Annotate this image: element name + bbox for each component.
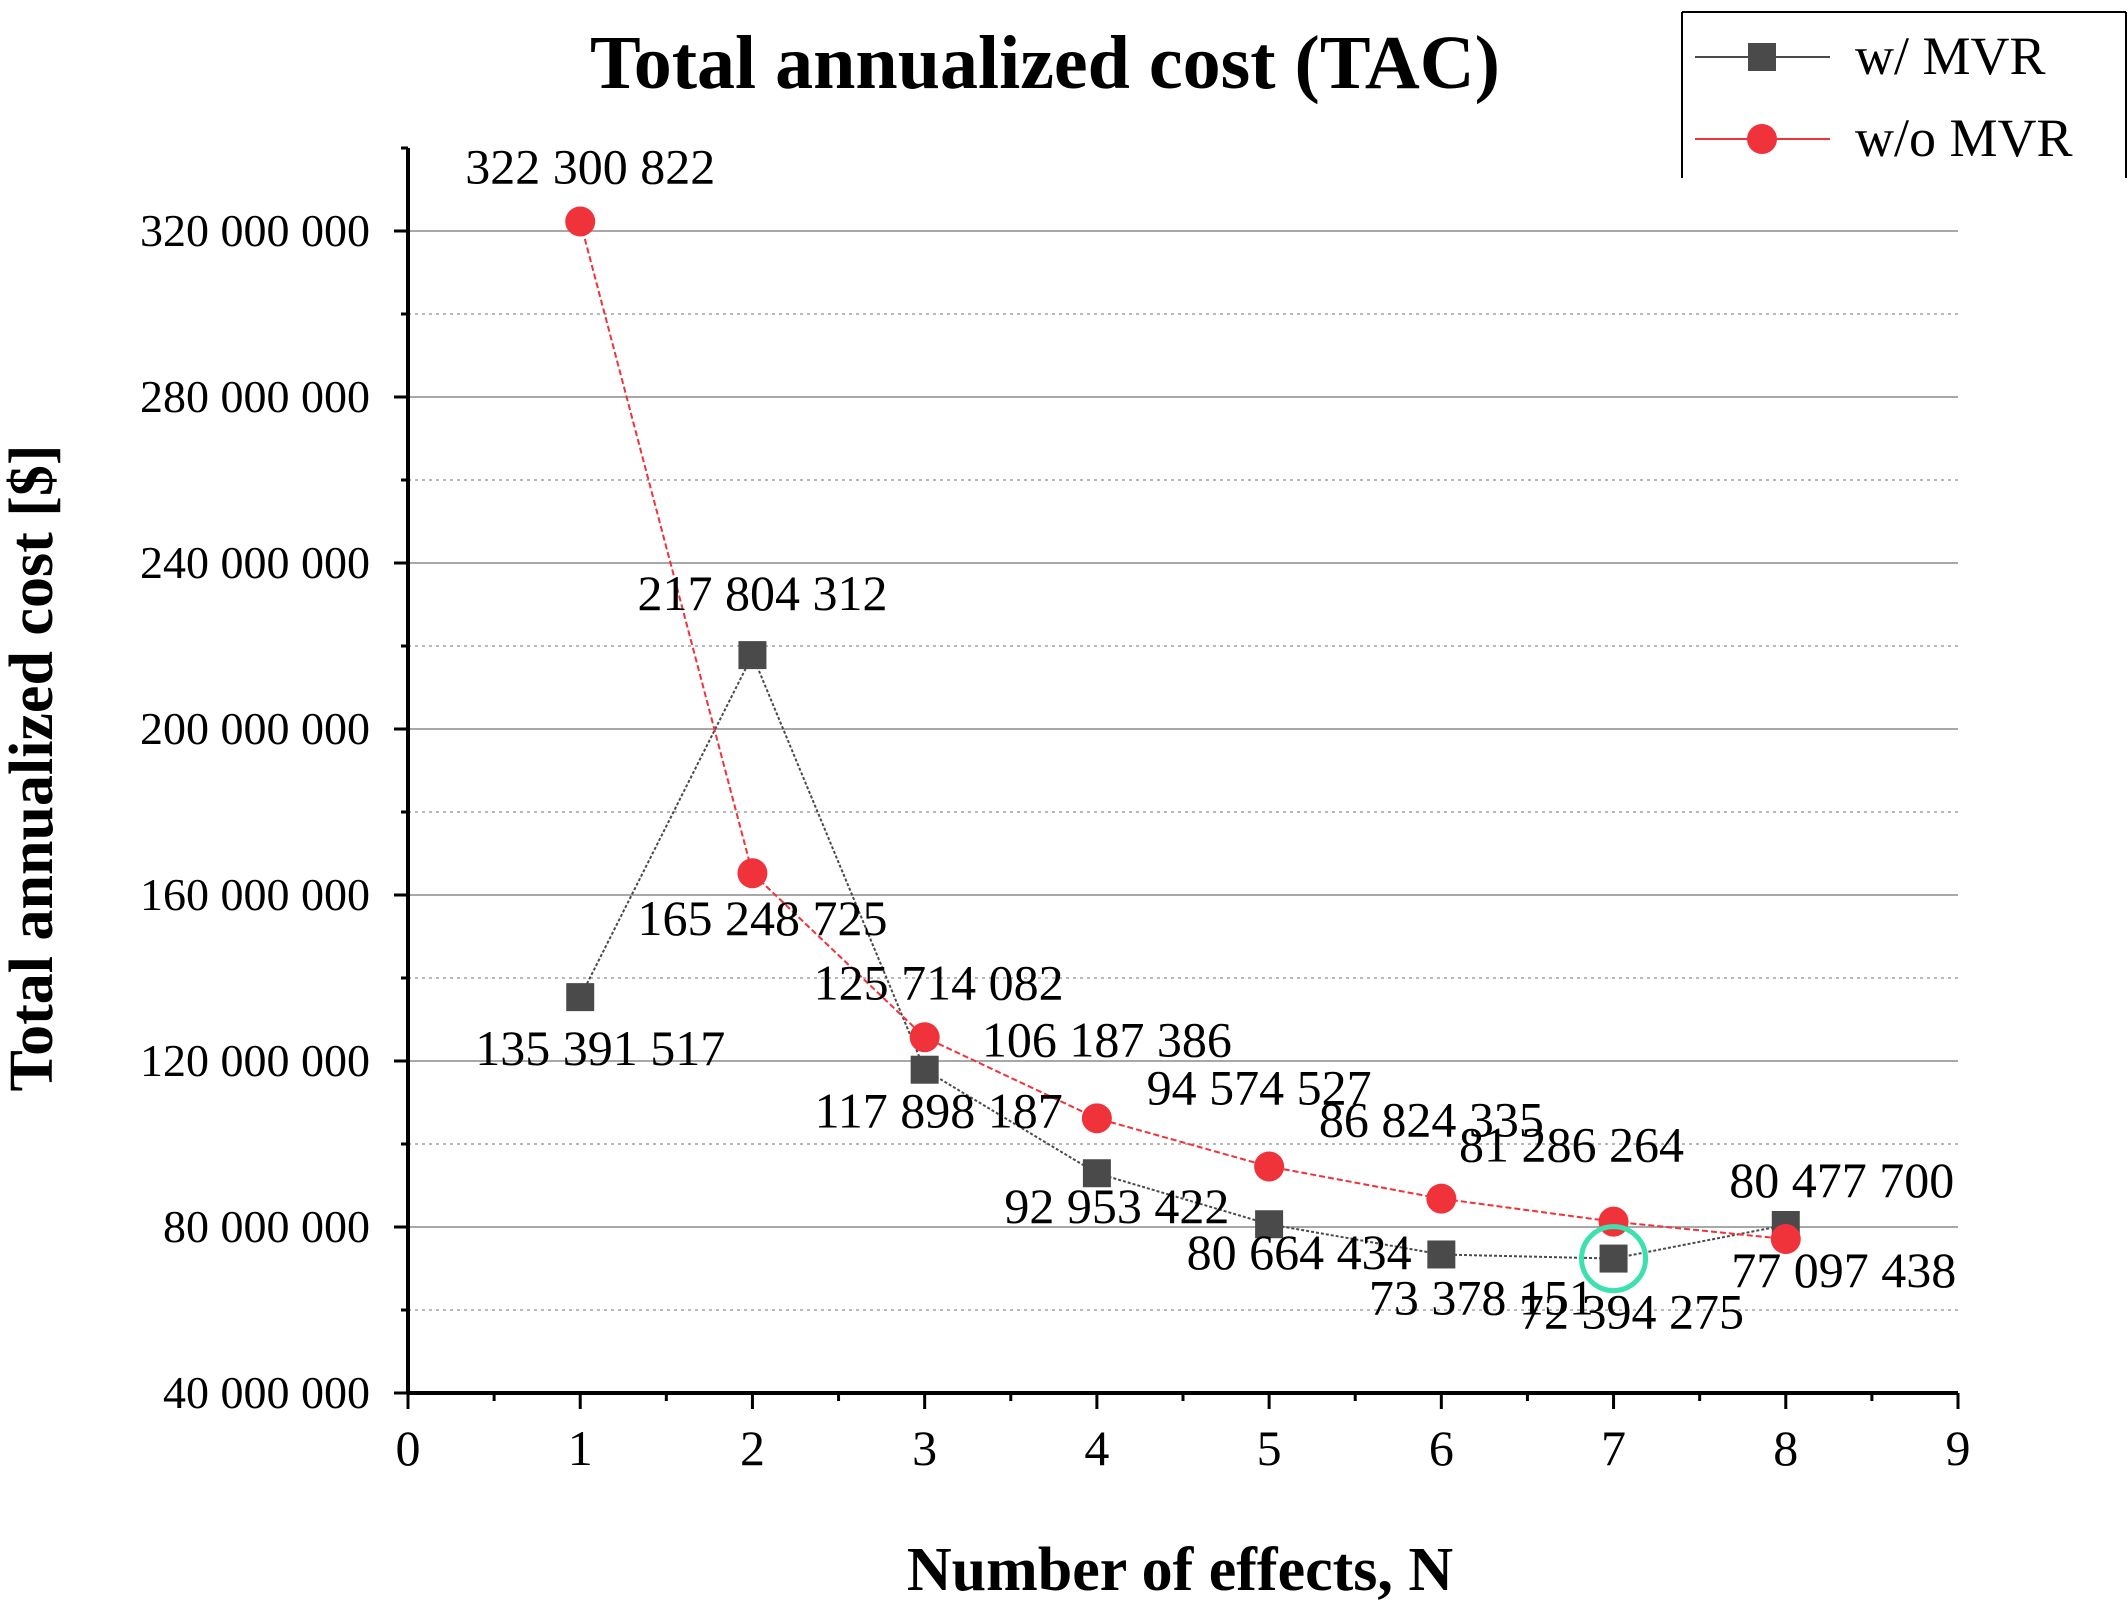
data-labels: 135 391 517 217 804 312 117 898 187 92 953 … bbox=[465, 138, 1956, 1339]
y-tick-label: 200 000 000 bbox=[140, 703, 370, 754]
data-label: 94 574 527 bbox=[1147, 1060, 1372, 1116]
x-axis-label: Number of effects, N bbox=[907, 1536, 1453, 1604]
series-layer bbox=[565, 206, 1801, 1294]
data-label: 72 394 275 bbox=[1519, 1284, 1744, 1340]
y-tick-label: 80 000 000 bbox=[163, 1201, 370, 1252]
data-point-circle bbox=[909, 1022, 940, 1053]
data-point-square bbox=[1427, 1240, 1456, 1269]
data-point-circle bbox=[1426, 1183, 1457, 1214]
data-label: 165 248 725 bbox=[637, 890, 887, 946]
data-label: 73 378 151 bbox=[1369, 1269, 1594, 1325]
data-label: 125 714 082 bbox=[814, 954, 1064, 1010]
data-label: 80 664 434 bbox=[1187, 1224, 1412, 1280]
x-tick-label: 9 bbox=[1946, 1420, 1971, 1476]
data-point-circle bbox=[1254, 1151, 1285, 1182]
data-point-square bbox=[738, 641, 767, 670]
data-label: 80 477 700 bbox=[1729, 1152, 1954, 1208]
x-tick-label: 2 bbox=[740, 1420, 765, 1476]
legend-marker-circle bbox=[1747, 124, 1777, 154]
data-point-circle bbox=[565, 206, 596, 237]
data-point-square bbox=[1082, 1159, 1111, 1188]
x-tick-label: 4 bbox=[1084, 1420, 1109, 1476]
y-tick-label: 160 000 000 bbox=[140, 869, 370, 920]
y-axis-label: Total annualized cost [$] bbox=[0, 444, 66, 1091]
x-tick-label: 1 bbox=[568, 1420, 593, 1476]
data-label: 217 804 312 bbox=[637, 565, 887, 621]
series-line bbox=[579, 652, 1786, 1260]
data-label: 106 187 386 bbox=[982, 1011, 1232, 1067]
y-tick-label: 320 000 000 bbox=[140, 205, 370, 256]
data-point-square bbox=[566, 983, 595, 1012]
series-line bbox=[579, 221, 1786, 1241]
y-tick-label: 40 000 000 bbox=[163, 1367, 370, 1418]
data-point-square bbox=[910, 1055, 939, 1084]
data-point-circle bbox=[1598, 1206, 1629, 1237]
data-point-circle bbox=[1770, 1224, 1801, 1255]
grid-lines bbox=[408, 230, 1958, 1311]
data-label: 86 824 335 bbox=[1319, 1092, 1544, 1148]
data-label: 322 300 822 bbox=[465, 138, 715, 194]
x-tick-label: 0 bbox=[396, 1420, 421, 1476]
data-label: 77 097 438 bbox=[1731, 1242, 1956, 1298]
y-tick-label: 280 000 000 bbox=[140, 371, 370, 422]
x-tick-label: 8 bbox=[1773, 1420, 1798, 1476]
legend-label: w/o MVR bbox=[1855, 108, 2073, 168]
data-point-square bbox=[1255, 1210, 1284, 1239]
x-tick-label: 3 bbox=[912, 1420, 937, 1476]
legend: w/ MVR w/o MVR bbox=[1681, 11, 2127, 178]
data-label: 92 953 422 bbox=[1004, 1178, 1229, 1234]
data-label: 135 391 517 bbox=[475, 1020, 725, 1076]
data-point-circle bbox=[1081, 1103, 1112, 1134]
legend-label: w/ MVR bbox=[1855, 26, 2046, 86]
y-tick-label: 240 000 000 bbox=[140, 537, 370, 588]
legend-marker-square bbox=[1748, 43, 1776, 71]
y-tick-label: 120 000 000 bbox=[140, 1035, 370, 1086]
highlight-circle bbox=[1579, 1224, 1649, 1294]
y-ticks: 40 000 000 80 000 000 120 000 000 160 000 0… bbox=[140, 146, 408, 1418]
x-ticks: 0 1 2 3 4 5 6 7 8 9 bbox=[396, 1393, 1971, 1476]
data-label: 81 286 264 bbox=[1459, 1117, 1684, 1173]
data-label: 117 898 187 bbox=[815, 1083, 1063, 1139]
data-point-square bbox=[1599, 1244, 1628, 1273]
x-tick-label: 7 bbox=[1601, 1420, 1626, 1476]
x-tick-label: 6 bbox=[1429, 1420, 1454, 1476]
data-point-circle bbox=[737, 858, 768, 889]
legend-items: w/ MVR w/o MVR bbox=[1695, 26, 2073, 168]
x-tick-label: 5 bbox=[1257, 1420, 1282, 1476]
chart-title: Total annualized cost (TAC) bbox=[590, 21, 1500, 105]
